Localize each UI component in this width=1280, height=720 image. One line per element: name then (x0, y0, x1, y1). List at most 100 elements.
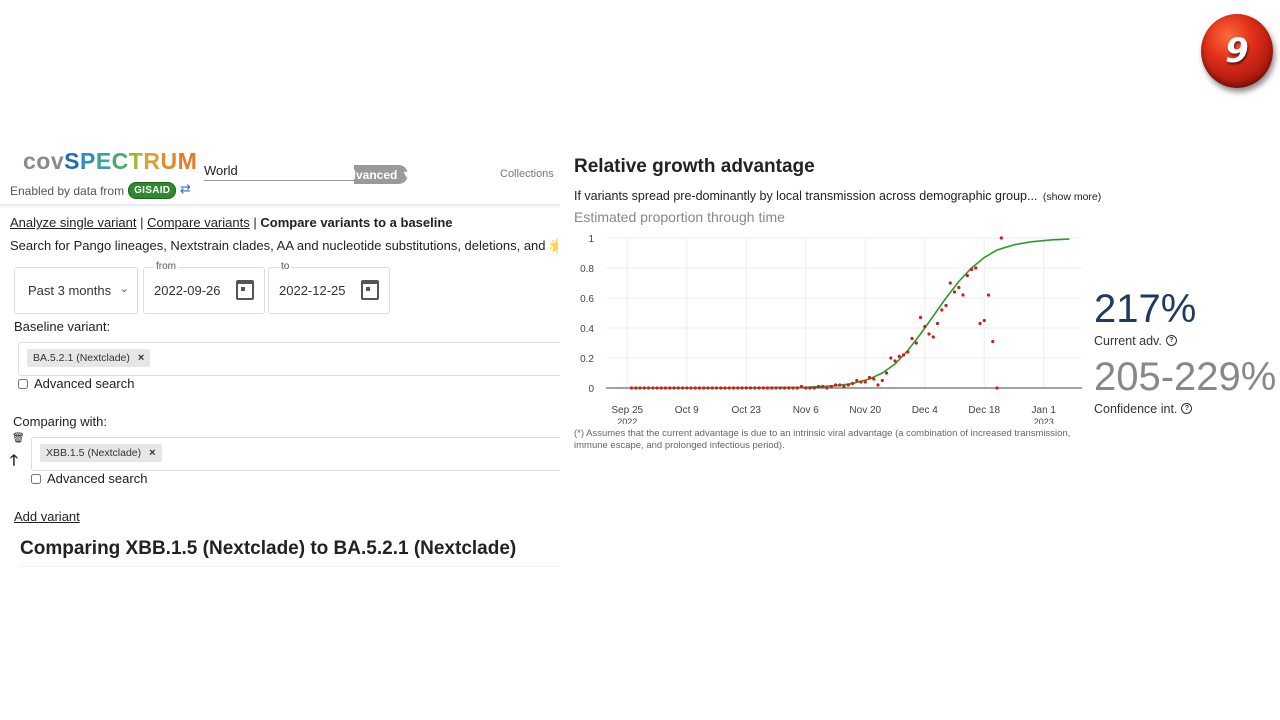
chip-label: XBB.1.5 (Nextclade) (46, 447, 142, 459)
data-point (693, 386, 697, 390)
data-point (638, 386, 642, 390)
current-advantage-text: Current adv. (1094, 334, 1162, 348)
logo-letter: S (64, 148, 80, 174)
data-point (944, 303, 948, 308)
trash-icon[interactable]: 🗑 (12, 433, 25, 444)
data-point (719, 386, 723, 390)
data-point (702, 386, 706, 390)
confidence-interval-label: Confidence int.? (1094, 402, 1193, 416)
logo-letter: E (95, 148, 112, 174)
help-icon[interactable]: ? (1181, 403, 1193, 414)
to-date-field[interactable]: to 2022-12-25 (268, 261, 390, 314)
baseline-variant-input[interactable]: BA.5.2.1 (Nextclade) × (18, 342, 560, 376)
step-number-badge: 9 (1201, 14, 1273, 88)
y-tick-label: 1 (588, 234, 594, 245)
enabled-text: Enabled by data from (10, 183, 125, 198)
advanced-label: Advanced (354, 167, 398, 182)
data-point (731, 386, 736, 390)
x-tick-label: Oct 23 (732, 405, 762, 416)
data-point (982, 318, 986, 323)
data-point (761, 386, 765, 390)
comparison-heading: Comparing XBB.1.5 (Nextclade) to BA.5.2.… (20, 538, 517, 559)
data-point (821, 384, 825, 389)
data-point (884, 371, 889, 375)
remove-chip-icon[interactable]: × (137, 352, 145, 364)
data-point (961, 293, 965, 297)
advanced-search-checkbox[interactable] (18, 378, 28, 389)
data-point (935, 321, 940, 326)
confidence-interval-value: 205-229% (1094, 355, 1277, 399)
data-point (872, 377, 876, 381)
swap-icon[interactable]: ⇄ (180, 181, 191, 196)
from-date-label: from (154, 261, 178, 272)
data-point (850, 381, 855, 386)
advanced-filter-button[interactable]: Advanced ▼ (354, 165, 408, 184)
data-point (774, 386, 778, 390)
data-point (893, 359, 897, 363)
data-point (778, 386, 782, 390)
logo-letter: M (177, 148, 198, 174)
fit-line (631, 238, 1070, 389)
add-variant-link[interactable]: Add variant (14, 509, 80, 524)
header-divider (0, 204, 560, 208)
data-point (753, 386, 757, 390)
comparing-variant-input[interactable]: XBB.1.5 (Nextclade) × (31, 437, 560, 471)
data-point (770, 386, 774, 390)
data-point (927, 332, 931, 336)
calendar-icon[interactable] (361, 280, 379, 300)
data-point (668, 386, 672, 390)
covspectrum-logo[interactable]: covSPECTRUM (23, 148, 197, 175)
x-tick-label: Nov 20 (849, 405, 881, 416)
data-point (838, 383, 842, 387)
advanced-search-checkbox[interactable] (31, 473, 41, 484)
comparing-advanced-search[interactable]: Advanced search (31, 471, 147, 486)
location-input[interactable] (204, 160, 354, 181)
logo-letter: P (79, 148, 96, 174)
data-point (825, 386, 829, 390)
from-date-field[interactable]: from 2022-09-26 (143, 261, 265, 314)
calendar-icon[interactable] (236, 280, 254, 300)
data-point (663, 386, 668, 390)
data-point (651, 386, 655, 390)
data-point (748, 386, 753, 390)
data-point (914, 341, 918, 345)
remove-chip-icon[interactable]: × (149, 447, 156, 459)
current-advantage-value: 217% (1094, 287, 1197, 331)
data-point (889, 356, 893, 360)
period-select[interactable]: Past 3 months ⌄ (14, 267, 138, 314)
data-point (659, 386, 663, 390)
nav-link-single-variant[interactable]: Analyze single variant (10, 215, 137, 230)
collections-link[interactable]: Collections (500, 168, 554, 180)
data-point (634, 386, 638, 390)
show-more-link[interactable]: (show more) (1042, 191, 1102, 203)
baseline-advanced-search[interactable]: Advanced search (18, 376, 134, 391)
step-number: 9 (1225, 31, 1249, 71)
data-point (867, 375, 872, 380)
data-point (808, 386, 812, 390)
data-point (863, 380, 867, 384)
period-value: Past 3 months (28, 283, 112, 298)
arrow-up-icon[interactable]: 🡑 (10, 452, 18, 469)
nav-link-compare-variants[interactable]: Compare variants (147, 215, 250, 230)
help-icon[interactable]: ? (1165, 335, 1177, 346)
data-point (736, 386, 740, 390)
assumption-footnote: (*) Assumes that the current advantage i… (574, 428, 1071, 451)
data-point (685, 386, 689, 390)
nav-separator: | (253, 215, 257, 230)
chevron-down-icon: ⌄ (119, 283, 129, 295)
data-point (812, 386, 816, 390)
heading-divider (20, 566, 560, 567)
data-point (948, 281, 952, 285)
y-tick-label: 0.8 (580, 264, 594, 275)
gisaid-logo[interactable]: GISAID (128, 182, 177, 199)
logo-prefix: cov (23, 148, 65, 174)
data-point (757, 386, 761, 390)
growth-advantage-title: Relative growth advantage (574, 156, 815, 177)
data-point (846, 383, 850, 387)
data-point (791, 386, 795, 390)
data-point (697, 386, 702, 390)
filter-icon: ▼ (401, 168, 408, 181)
data-point (714, 386, 719, 390)
x-tick-label: Dec 18 (968, 405, 1000, 416)
